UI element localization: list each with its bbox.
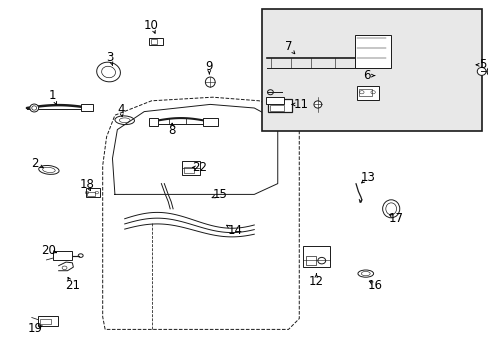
Text: 8: 8 xyxy=(168,124,176,137)
Bar xyxy=(85,188,100,197)
Bar xyxy=(149,38,163,45)
Bar xyxy=(356,86,378,100)
Text: 17: 17 xyxy=(388,212,403,225)
Text: 6: 6 xyxy=(362,69,370,82)
Bar xyxy=(149,118,158,126)
Ellipse shape xyxy=(30,104,39,112)
Bar xyxy=(267,99,292,112)
Text: 22: 22 xyxy=(192,161,206,174)
Text: 11: 11 xyxy=(293,98,307,111)
Bar xyxy=(303,246,329,267)
Bar xyxy=(359,89,371,96)
Ellipse shape xyxy=(486,66,488,76)
Bar xyxy=(53,251,72,260)
Bar xyxy=(150,39,157,44)
Text: 20: 20 xyxy=(41,244,56,257)
Text: 2: 2 xyxy=(31,157,39,170)
Bar xyxy=(81,104,93,111)
Bar xyxy=(261,9,481,131)
Ellipse shape xyxy=(97,62,120,82)
Text: 15: 15 xyxy=(212,188,227,201)
Text: 14: 14 xyxy=(227,224,242,237)
Bar xyxy=(38,316,58,326)
Ellipse shape xyxy=(205,77,215,87)
Bar xyxy=(87,192,95,196)
Text: 4: 4 xyxy=(117,103,125,116)
Bar xyxy=(269,105,283,111)
Ellipse shape xyxy=(476,67,485,75)
Text: 9: 9 xyxy=(205,60,213,73)
Bar xyxy=(265,97,284,104)
Text: 13: 13 xyxy=(360,171,375,184)
Ellipse shape xyxy=(313,101,321,108)
Bar xyxy=(183,167,193,173)
Text: 7: 7 xyxy=(284,40,292,53)
Bar xyxy=(203,118,217,126)
Bar xyxy=(182,161,200,175)
Text: 12: 12 xyxy=(308,275,323,288)
Text: 1: 1 xyxy=(49,89,57,102)
Text: 16: 16 xyxy=(367,279,382,292)
Ellipse shape xyxy=(382,200,399,218)
Text: 5: 5 xyxy=(478,58,486,71)
Text: 21: 21 xyxy=(65,279,80,292)
Text: 10: 10 xyxy=(144,19,159,32)
Text: 3: 3 xyxy=(106,51,114,64)
Text: 18: 18 xyxy=(80,178,94,191)
Bar xyxy=(354,35,390,68)
Bar xyxy=(40,319,51,324)
Text: 19: 19 xyxy=(28,322,42,335)
Bar xyxy=(305,256,316,265)
